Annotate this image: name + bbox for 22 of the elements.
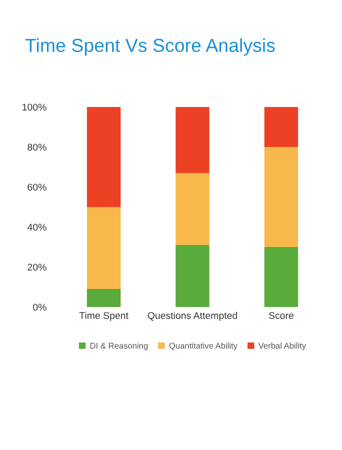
- legend-label: DI & Reasoning: [90, 342, 148, 350]
- y-tick-label: 0%: [32, 304, 46, 311]
- x-tick-label: Time Spent: [79, 312, 128, 321]
- bar: [86, 107, 121, 207]
- y-tick-label: 60%: [28, 184, 46, 191]
- y-tick-label: 40%: [27, 224, 46, 231]
- x-tick-label: Questions Attempted: [148, 312, 238, 321]
- y-tick-label: 100%: [22, 104, 46, 111]
- bar: [176, 107, 210, 173]
- y-tick-label: 20%: [28, 264, 46, 271]
- y-tick-label: 80%: [28, 144, 46, 151]
- bar: [86, 207, 121, 289]
- x-tick-label: Score: [268, 312, 294, 319]
- bar: [264, 247, 298, 307]
- bar: [176, 173, 210, 245]
- chart-title: Time Spent Vs Score Analysis: [25, 38, 275, 56]
- legend-label: Verbal Ability: [258, 342, 306, 350]
- bar: [176, 245, 210, 307]
- bar: [86, 289, 121, 307]
- bar: [264, 147, 298, 247]
- bar: [264, 107, 298, 147]
- legend-label: Quantitative Ability: [169, 342, 238, 350]
